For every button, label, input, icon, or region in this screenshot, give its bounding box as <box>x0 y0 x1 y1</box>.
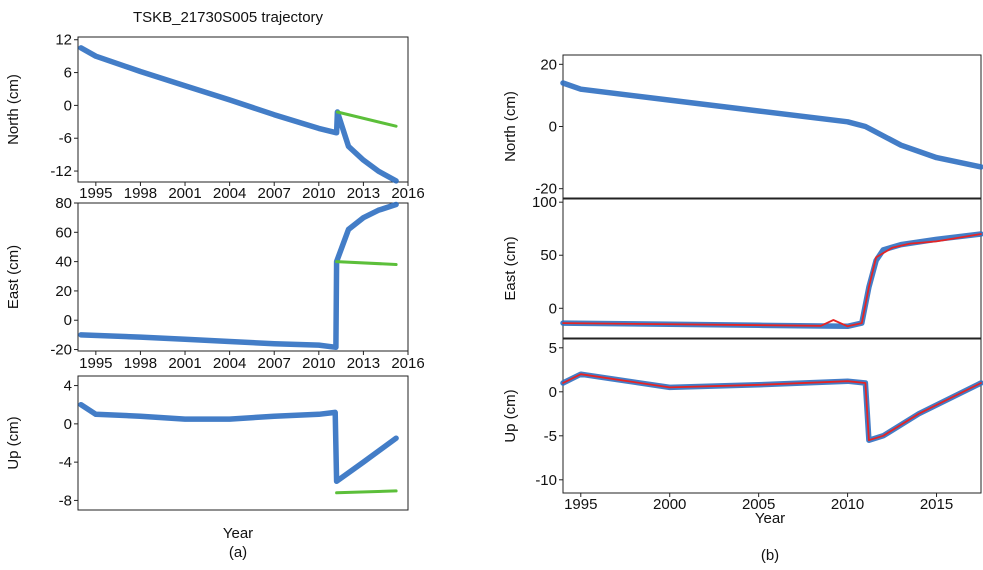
y-tick-label: 5 <box>549 340 557 357</box>
y-tick-label: -20 <box>50 342 72 359</box>
y-axis-label: North (cm) <box>5 74 22 145</box>
panel-a-up: 4 0 -4 -8 Up (cm) <box>5 375 409 511</box>
series-line-extrapolated <box>335 260 398 266</box>
y-tick-label: -4 <box>59 454 72 471</box>
y-tick-label: 40 <box>55 254 72 271</box>
x-axis-label-b: Year <box>755 510 785 527</box>
y-tick-label: 0 <box>549 384 557 401</box>
y-tick-label: 4 <box>64 378 72 395</box>
x-tick-label: 2010 <box>302 185 335 202</box>
caption-a: (a) <box>229 544 247 561</box>
x-tick-label: 2013 <box>347 355 380 372</box>
y-tick-label: 20 <box>540 56 557 73</box>
y-tick-label: 0 <box>64 416 72 433</box>
x-tick-label: 2010 <box>831 496 864 513</box>
plot-frame <box>77 202 409 352</box>
x-tick-label: 2000 <box>653 496 686 513</box>
panel-b-up: 5 0 -5 -10 1995 2000 2005 2010 2015 Up (cm) <box>502 338 983 513</box>
y-tick-label: -6 <box>59 130 72 147</box>
series-line-extrapolated <box>335 110 398 128</box>
x-tick-label: 2013 <box>347 185 380 202</box>
y-tick-label: 0 <box>64 97 72 114</box>
x-tick-label: 2001 <box>168 185 201 202</box>
y-axis-label: Up (cm) <box>5 416 22 469</box>
x-tick-label: 1995 <box>79 355 112 372</box>
x-tick-label: 1998 <box>124 185 157 202</box>
x-tick-label: 2004 <box>213 355 246 372</box>
x-tick-label: 2015 <box>920 496 953 513</box>
y-tick-label: 0 <box>64 312 72 329</box>
y-tick-label: 100 <box>532 194 557 211</box>
x-tick-label: 2007 <box>258 185 291 202</box>
x-tick-label: 2007 <box>258 355 291 372</box>
series-line-model <box>562 233 982 328</box>
y-tick-label: 0 <box>549 119 557 136</box>
y-tick-label: 60 <box>55 224 72 241</box>
y-tick-label: -20 <box>535 181 557 198</box>
y-axis-label: East (cm) <box>502 236 519 300</box>
y-axis-label: Up (cm) <box>502 389 519 442</box>
series-line-observed <box>78 401 399 485</box>
plot-frame <box>562 198 982 339</box>
series-line-observed <box>560 80 983 170</box>
y-tick-label: 20 <box>55 283 72 300</box>
y-tick-label: -12 <box>50 163 72 180</box>
x-tick-label: 1998 <box>124 355 157 372</box>
series-line-extrapolated <box>335 489 398 495</box>
y-tick-label: -8 <box>59 492 72 509</box>
y-tick-label: 0 <box>549 300 557 317</box>
y-tick-label: 6 <box>64 65 72 82</box>
panel-b-east: 100 50 0 East (cm) <box>502 194 983 339</box>
plot-frame <box>77 375 409 511</box>
caption-b: (b) <box>761 547 779 564</box>
y-tick-label: -5 <box>544 428 557 445</box>
chart-title-a: TSKB_21730S005 trajectory <box>133 9 324 26</box>
y-axis-label: East (cm) <box>5 245 22 309</box>
x-tick-label: 1995 <box>564 496 597 513</box>
panel-a-east: 80 60 40 20 0 -20 1995 1998 2001 2004 2007 2010 2013… <box>5 195 425 372</box>
panel-b-north: 20 0 -20 North (cm) <box>502 54 983 199</box>
x-tick-label: 2001 <box>168 355 201 372</box>
plot-frame <box>77 36 409 183</box>
y-axis-label: North (cm) <box>502 91 519 162</box>
x-tick-label: 2004 <box>213 185 246 202</box>
x-tick-label: 2010 <box>302 355 335 372</box>
x-tick-label: 2016 <box>391 185 424 202</box>
series-line-observed <box>78 45 399 184</box>
series-line-observed <box>560 231 983 330</box>
x-tick-label: 2005 <box>742 496 775 513</box>
x-tick-label: 2016 <box>391 355 424 372</box>
x-axis-label-a: Year <box>223 525 253 542</box>
y-tick-label: 50 <box>540 247 557 264</box>
x-tick-label: 1995 <box>79 185 112 202</box>
plot-frame <box>562 338 982 494</box>
y-tick-label: 80 <box>55 195 72 212</box>
panel-a-north: 12 6 0 -6 -12 1995 1998 2001 2004 2007 2010 2013 201… <box>5 32 425 202</box>
y-tick-label: -10 <box>535 472 557 489</box>
plot-frame <box>562 54 982 199</box>
series-line-model <box>562 373 982 442</box>
y-tick-label: 12 <box>55 32 72 49</box>
series-line-observed <box>78 201 399 351</box>
